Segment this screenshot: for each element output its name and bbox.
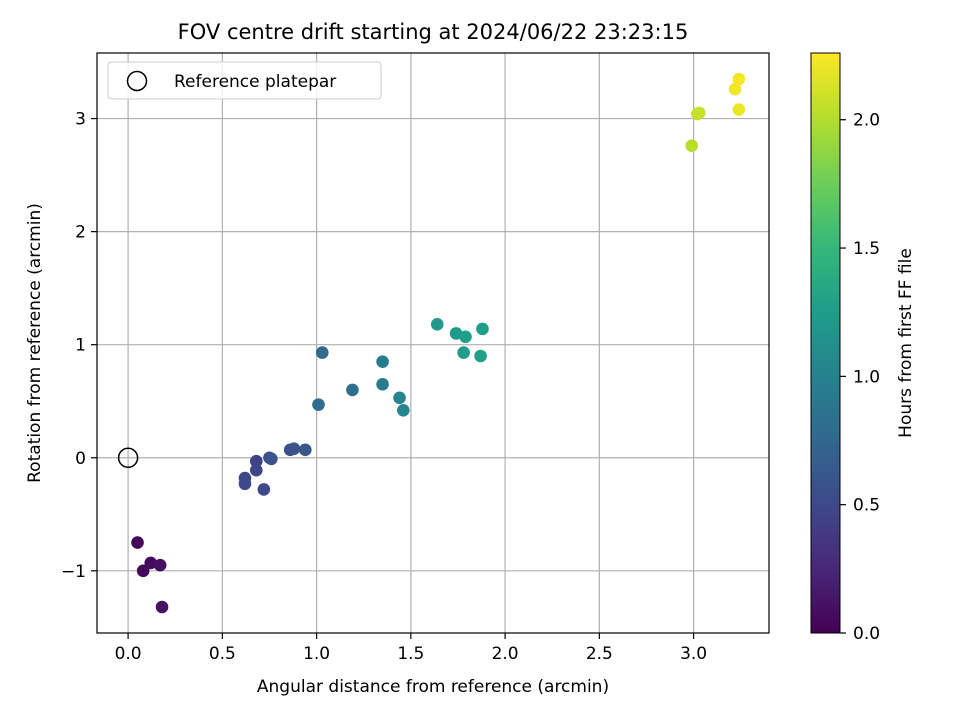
scatter-point: [144, 556, 158, 570]
x-tick-label: 3.0: [680, 644, 707, 664]
scatter-point: [430, 318, 444, 331]
y-tick-label: −1: [61, 562, 86, 582]
scatter-point: [376, 377, 389, 391]
scatter-point: [692, 106, 706, 120]
scatter-point: [315, 346, 329, 359]
chart-title: FOV centre drift starting at 2024/06/22 …: [178, 20, 689, 44]
x-axis-label: Angular distance from reference (arcmin): [257, 677, 609, 697]
points-layer: [117, 72, 746, 614]
x-tick-label: 2.5: [586, 644, 613, 664]
scatter-point: [457, 346, 470, 359]
scatter-point: [476, 322, 489, 336]
grid-layer: [97, 53, 769, 633]
x-tick-label: 2.0: [492, 644, 519, 664]
scatter-point: [249, 463, 263, 477]
scatter-point: [393, 391, 406, 405]
scatter-point: [153, 558, 167, 572]
scatter-point: [136, 564, 150, 578]
scatter-point: [732, 103, 746, 116]
y-tick-label: 0: [75, 449, 86, 469]
scatter-point: [265, 452, 278, 466]
legend-label-reference: Reference platepar: [174, 72, 336, 92]
scatter-point: [459, 330, 472, 344]
scatter-point: [685, 139, 699, 153]
x-tick-label: 1.0: [303, 644, 330, 664]
y-tick-label: 3: [75, 110, 86, 130]
x-tick-label: 0.0: [115, 644, 142, 664]
colorbar-gradient: [810, 52, 841, 634]
legend: Reference platepar: [107, 61, 382, 100]
scatter-point: [397, 403, 410, 417]
legend-box: [107, 61, 382, 100]
scatter-point: [728, 82, 742, 96]
scatter-point: [346, 383, 359, 397]
colorbar-tick-label: 1.0: [853, 367, 880, 387]
x-tick-label: 1.5: [397, 644, 424, 664]
x-axis-ticks: 0.0 0.5 1.0 1.5 2.0 2.5 3.0: [115, 633, 707, 664]
colorbar-tick-label: 0.5: [853, 496, 880, 516]
plot-frame: [96, 52, 770, 634]
legend-marker-reference: [126, 70, 148, 92]
scatter-point: [131, 536, 144, 549]
scatter-point: [257, 483, 271, 496]
y-axis-ticks: −1 0 1 2 3: [61, 110, 97, 582]
scatter-point: [474, 349, 487, 363]
scatter-point: [238, 477, 252, 491]
x-tick-label: 0.5: [209, 644, 236, 664]
scatter-point: [312, 398, 325, 411]
scatter-point: [732, 72, 746, 86]
y-axis-label: Rotation from reference (arcmin): [25, 203, 45, 483]
colorbar-tick-label: 0.0: [853, 624, 880, 644]
colorbar-tick-label: 1.5: [853, 239, 880, 259]
y-tick-label: 1: [75, 336, 86, 356]
colorbar-tick-label: 2.0: [853, 111, 880, 131]
colorbar-label: Hours from first FF file: [896, 248, 916, 438]
colorbar: 0.0 0.5 1.0 1.5 2.0 Hours from first FF file: [810, 52, 916, 644]
scatter-point: [376, 355, 389, 368]
scatter-point: [298, 443, 312, 457]
scatter-point: [249, 454, 263, 468]
scatter-point: [155, 600, 169, 614]
scatter-point: [287, 442, 301, 456]
colorbar-ticks: 0.0 0.5 1.0 1.5 2.0: [840, 111, 880, 644]
reference-marker: [117, 447, 139, 469]
y-tick-label: 2: [75, 223, 86, 243]
